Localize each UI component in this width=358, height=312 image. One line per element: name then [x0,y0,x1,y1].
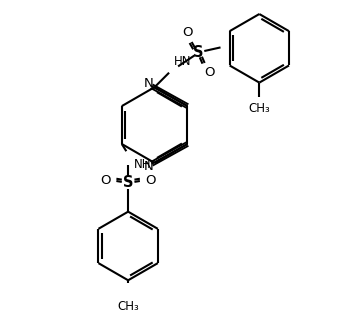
Text: N: N [144,77,154,90]
Text: HN: HN [174,55,191,68]
Text: NH: NH [134,158,151,171]
Text: O: O [204,66,215,79]
Text: O: O [182,27,192,40]
Text: N: N [144,160,154,173]
Text: S: S [193,45,203,60]
Text: O: O [145,174,156,188]
Text: O: O [100,174,111,188]
Text: CH₃: CH₃ [117,300,139,312]
Text: CH₃: CH₃ [248,102,270,115]
Text: S: S [123,175,134,190]
